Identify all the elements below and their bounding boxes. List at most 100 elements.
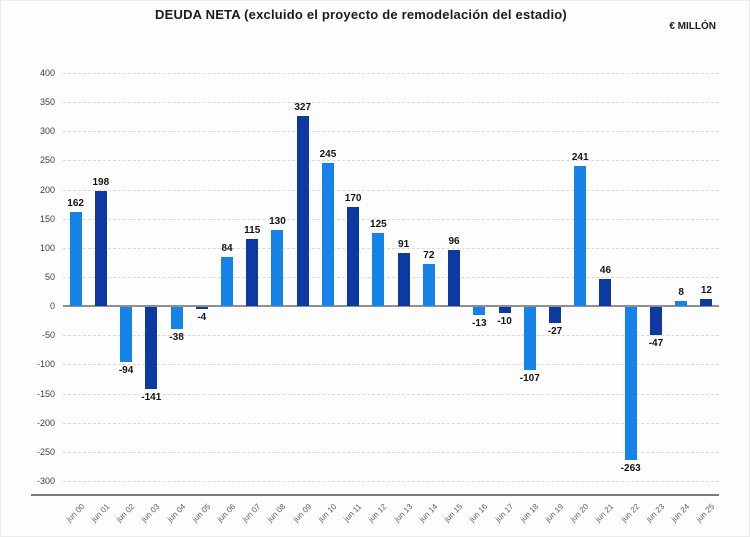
x-tick-label: jun 24 <box>669 502 692 524</box>
bar-value-label: -4 <box>197 312 207 324</box>
y-tick-label: 150 <box>39 213 55 224</box>
x-tick-label: jun 03 <box>139 502 162 524</box>
gridline <box>63 422 719 424</box>
bar <box>649 307 662 335</box>
bar <box>145 307 158 390</box>
bar <box>498 307 511 313</box>
bar <box>448 250 461 307</box>
y-tick-label: -200 <box>36 417 55 428</box>
x-tick-label: jun 09 <box>291 502 314 524</box>
bar-value-label: 91 <box>398 239 410 251</box>
bar <box>195 307 208 310</box>
gridline <box>63 73 719 74</box>
bar-value-label: 327 <box>294 101 312 113</box>
bar-value-label: -38 <box>169 332 184 344</box>
gridline <box>63 102 719 104</box>
unit-label: € MILLÓN <box>669 21 716 32</box>
bar-value-label: 162 <box>67 197 84 209</box>
zero-line <box>63 305 719 308</box>
bar <box>347 207 360 307</box>
x-tick-label: jun 11 <box>342 502 364 524</box>
x-tick-label: jun 17 <box>493 502 515 524</box>
x-axis-line <box>31 494 719 496</box>
x-tick-label: jun 01 <box>89 502 112 524</box>
x-tick-label: jun 18 <box>518 502 541 524</box>
bar <box>372 233 385 307</box>
bar <box>624 307 637 461</box>
bar <box>599 279 612 307</box>
bar-value-label: 245 <box>319 149 337 161</box>
bar-value-label: 170 <box>344 193 362 205</box>
gridline <box>63 451 719 453</box>
bar-value-label: -263 <box>620 463 641 475</box>
y-tick-label: -100 <box>36 359 55 370</box>
bar-value-label: -141 <box>141 392 162 404</box>
y-tick-label: -250 <box>36 446 55 457</box>
x-tick-label: jun 15 <box>442 502 465 524</box>
gridline <box>63 160 719 162</box>
bar-value-label: 72 <box>423 250 435 262</box>
x-tick-label: jun 07 <box>240 502 263 524</box>
bar <box>700 299 713 307</box>
bar-value-label: -107 <box>519 372 540 384</box>
y-tick-label: 400 <box>39 68 55 78</box>
x-tick-label: jun 12 <box>366 502 389 524</box>
x-tick-label: jun 06 <box>215 502 238 524</box>
y-tick-label: -50 <box>41 330 55 341</box>
gridline <box>63 247 719 249</box>
bar <box>296 115 309 307</box>
gridline <box>63 189 719 191</box>
bar <box>246 239 259 307</box>
x-tick-label: jun 16 <box>467 502 490 524</box>
bar-value-label: -10 <box>497 315 512 327</box>
bar-value-label: 241 <box>571 151 589 163</box>
y-tick-label: 300 <box>39 126 55 137</box>
bar-value-label: -27 <box>547 325 563 337</box>
x-tick-label: jun 14 <box>417 502 440 524</box>
bar-value-label: 96 <box>448 236 460 248</box>
bar <box>221 257 233 307</box>
x-tick-label: jun 02 <box>114 502 137 524</box>
y-tick-label: -300 <box>36 476 55 486</box>
y-tick-label: 50 <box>44 272 55 282</box>
x-tick-label: jun 04 <box>165 502 187 524</box>
bar <box>321 163 334 307</box>
bar-value-label: -94 <box>118 364 134 376</box>
y-tick-label: 350 <box>39 97 55 108</box>
x-tick-label: jun 19 <box>543 502 566 524</box>
gridline <box>63 335 719 337</box>
bar <box>170 307 183 330</box>
x-tick-label: jun 08 <box>266 502 288 524</box>
x-tick-label: jun 21 <box>594 502 616 524</box>
bar-value-label: 12 <box>700 285 712 297</box>
gridline <box>63 218 719 220</box>
bar-value-label: 130 <box>269 216 286 228</box>
x-tick-label: jun 10 <box>316 502 339 524</box>
x-tick-label: jun 22 <box>619 502 642 524</box>
bar <box>422 264 435 307</box>
bar-value-label: 115 <box>244 225 261 237</box>
bar <box>397 253 410 307</box>
bar <box>523 307 536 370</box>
x-tick-label: jun 13 <box>392 502 414 524</box>
x-tick-label: jun 25 <box>694 502 717 524</box>
bar <box>675 301 688 307</box>
y-tick-label: 100 <box>39 242 55 253</box>
y-tick-label: 250 <box>39 155 55 166</box>
chart-title: DEUDA NETA (excluido el proyecto de remo… <box>155 7 567 22</box>
bar-value-label: -47 <box>648 337 664 349</box>
bar-value-label: 125 <box>370 219 387 231</box>
bar <box>549 307 561 323</box>
bar <box>120 307 133 362</box>
bar <box>94 190 107 307</box>
x-tick-label: jun 23 <box>644 502 667 524</box>
bar <box>271 230 284 307</box>
bar-value-label: 198 <box>92 176 110 188</box>
x-tick-label: jun 05 <box>190 502 213 524</box>
gridline <box>63 277 719 278</box>
y-tick-label: 200 <box>39 184 55 195</box>
y-tick-label: -150 <box>36 388 55 399</box>
bar-value-label: 84 <box>221 243 233 255</box>
